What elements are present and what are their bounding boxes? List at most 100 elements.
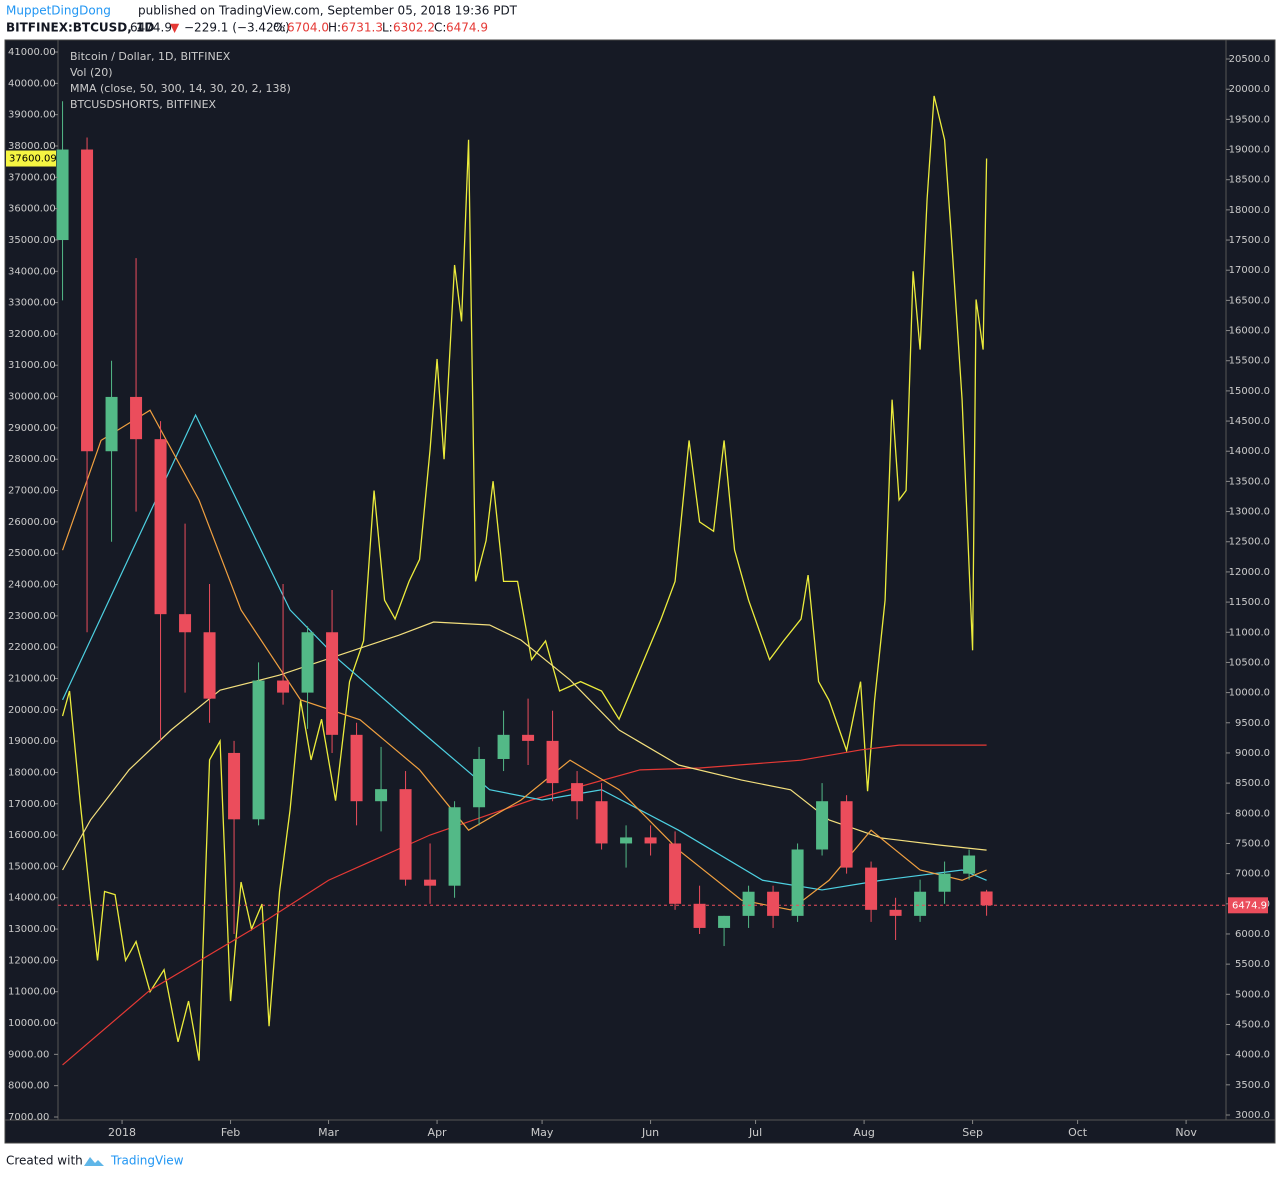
candle-body	[301, 632, 314, 693]
x-tick-label: Jun	[641, 1126, 659, 1139]
y2-tick-label: 5500.0	[1235, 959, 1270, 970]
y2-tick-label: 13500.0	[1229, 476, 1270, 487]
last-price-label: 6474.9	[1232, 900, 1267, 911]
candle-body	[963, 855, 976, 874]
candle-body	[767, 891, 780, 916]
y2-tick-label: 8000.0	[1235, 808, 1270, 819]
published: published on TradingView.com, September …	[138, 4, 518, 18]
open: 6704.0	[287, 21, 329, 35]
x-tick-label: Sep	[962, 1126, 983, 1139]
change: −229.1 (−3.42%)	[184, 21, 290, 35]
y-tick-label: 30000.00	[8, 392, 56, 403]
y2-tick-label: 19000.0	[1229, 145, 1270, 156]
legend-entry: Bitcoin / Dollar, 1D, BITFINEX	[70, 50, 231, 63]
y-tick-label: 8000.00	[8, 1081, 49, 1092]
y2-tick-label: 18500.0	[1229, 175, 1270, 186]
y-tick-label: 21000.00	[8, 673, 56, 684]
y-tick-label: 37000.00	[8, 172, 56, 183]
shorts-label: 37600.09	[9, 154, 57, 165]
y2-tick-label: 8500.0	[1235, 778, 1270, 789]
y2-tick-label: 4000.0	[1235, 1050, 1270, 1061]
candle-body	[693, 903, 706, 928]
y-tick-label: 34000.00	[8, 266, 56, 277]
candle-body	[130, 396, 143, 440]
low: 6302.2	[393, 21, 435, 35]
line-series	[62, 744, 987, 1066]
open-label: O:	[273, 21, 286, 35]
close-label: C:	[434, 21, 446, 35]
y2-tick-label: 3500.0	[1235, 1080, 1270, 1091]
candle-body	[889, 909, 902, 916]
y-tick-label: 26000.00	[8, 517, 56, 528]
low-label: L:	[382, 21, 393, 35]
y2-tick-label: 13000.0	[1229, 507, 1270, 518]
y2-tick-label: 10000.0	[1229, 688, 1270, 699]
y2-tick-label: 14500.0	[1229, 416, 1270, 427]
y-tick-label: 15000.00	[8, 861, 56, 872]
y-tick-label: 35000.00	[8, 235, 56, 246]
y-tick-label: 9000.00	[8, 1049, 49, 1060]
chart-background	[4, 39, 1276, 1144]
candle-body	[228, 752, 241, 820]
candle-body	[620, 837, 633, 844]
footer-brand[interactable]: TradingView	[110, 1154, 184, 1168]
candle-body	[938, 873, 951, 892]
high: 6731.3	[341, 21, 383, 35]
y-tick-label: 13000.00	[8, 924, 56, 935]
y-tick-label: 40000.00	[8, 78, 56, 89]
y-tick-label: 27000.00	[8, 486, 56, 497]
y2-tick-label: 12500.0	[1229, 537, 1270, 548]
y2-tick-label: 16000.0	[1229, 326, 1270, 337]
y2-tick-label: 3000.0	[1235, 1110, 1270, 1121]
candle-body	[546, 740, 559, 784]
y-tick-label: 23000.00	[8, 611, 56, 622]
candle-body	[56, 149, 69, 241]
y2-tick-label: 11500.0	[1229, 597, 1270, 608]
y2-tick-label: 7500.0	[1235, 838, 1270, 849]
y-tick-label: 10000.00	[8, 1018, 56, 1029]
last-price-tag	[1228, 897, 1268, 914]
y-tick-label: 12000.00	[8, 955, 56, 966]
candle-body	[791, 849, 804, 916]
y2-tick-label: 15000.0	[1229, 386, 1270, 397]
author[interactable]: MuppetDingDong	[6, 4, 111, 18]
y2-tick-label: 5000.0	[1235, 989, 1270, 1000]
y-tick-label: 31000.00	[8, 360, 56, 371]
x-tick-label: Nov	[1175, 1126, 1197, 1139]
y2-tick-label: 11000.0	[1229, 627, 1270, 638]
candle-body	[105, 396, 118, 452]
x-tick-label: Apr	[428, 1126, 448, 1139]
candle-body	[154, 439, 167, 615]
y2-tick-label: 17000.0	[1229, 265, 1270, 276]
y-tick-label: 14000.00	[8, 893, 56, 904]
candle-body	[252, 680, 265, 820]
y-tick-label: 25000.00	[8, 548, 56, 559]
tradingview-logo	[84, 1157, 104, 1166]
candle-body	[595, 801, 608, 844]
y2-tick-label: 4500.0	[1235, 1019, 1270, 1030]
candle-body	[203, 632, 216, 699]
y2-tick-label: 14000.0	[1229, 446, 1270, 457]
y2-tick-label: 6000.0	[1235, 929, 1270, 940]
y-tick-label: 20000.00	[8, 705, 56, 716]
line-series	[61, 409, 987, 911]
y-tick-label: 39000.00	[8, 110, 56, 121]
y2-tick-label: 15500.0	[1229, 356, 1270, 367]
y2-tick-label: 16500.0	[1229, 295, 1270, 306]
close: 6474.9	[446, 21, 488, 35]
candle-body	[669, 843, 682, 904]
footer-created: Created with	[6, 1154, 83, 1168]
x-tick-label: Jul	[748, 1126, 762, 1139]
y2-tick-label: 9500.0	[1235, 718, 1270, 729]
candle-body	[399, 789, 412, 880]
symbol: BITFINEX:BTCUSD, 1D	[6, 21, 154, 35]
candle-body	[375, 789, 388, 802]
y-tick-label: 19000.00	[8, 736, 56, 747]
x-tick-label: Feb	[221, 1126, 240, 1139]
candle-body	[840, 801, 853, 868]
legend-entry: MMA (close, 50, 300, 14, 30, 20, 2, 138)	[70, 82, 291, 95]
candle-body	[81, 149, 94, 452]
y-tick-label: 28000.00	[8, 454, 56, 465]
y2-tick-label: 12000.0	[1229, 567, 1270, 578]
